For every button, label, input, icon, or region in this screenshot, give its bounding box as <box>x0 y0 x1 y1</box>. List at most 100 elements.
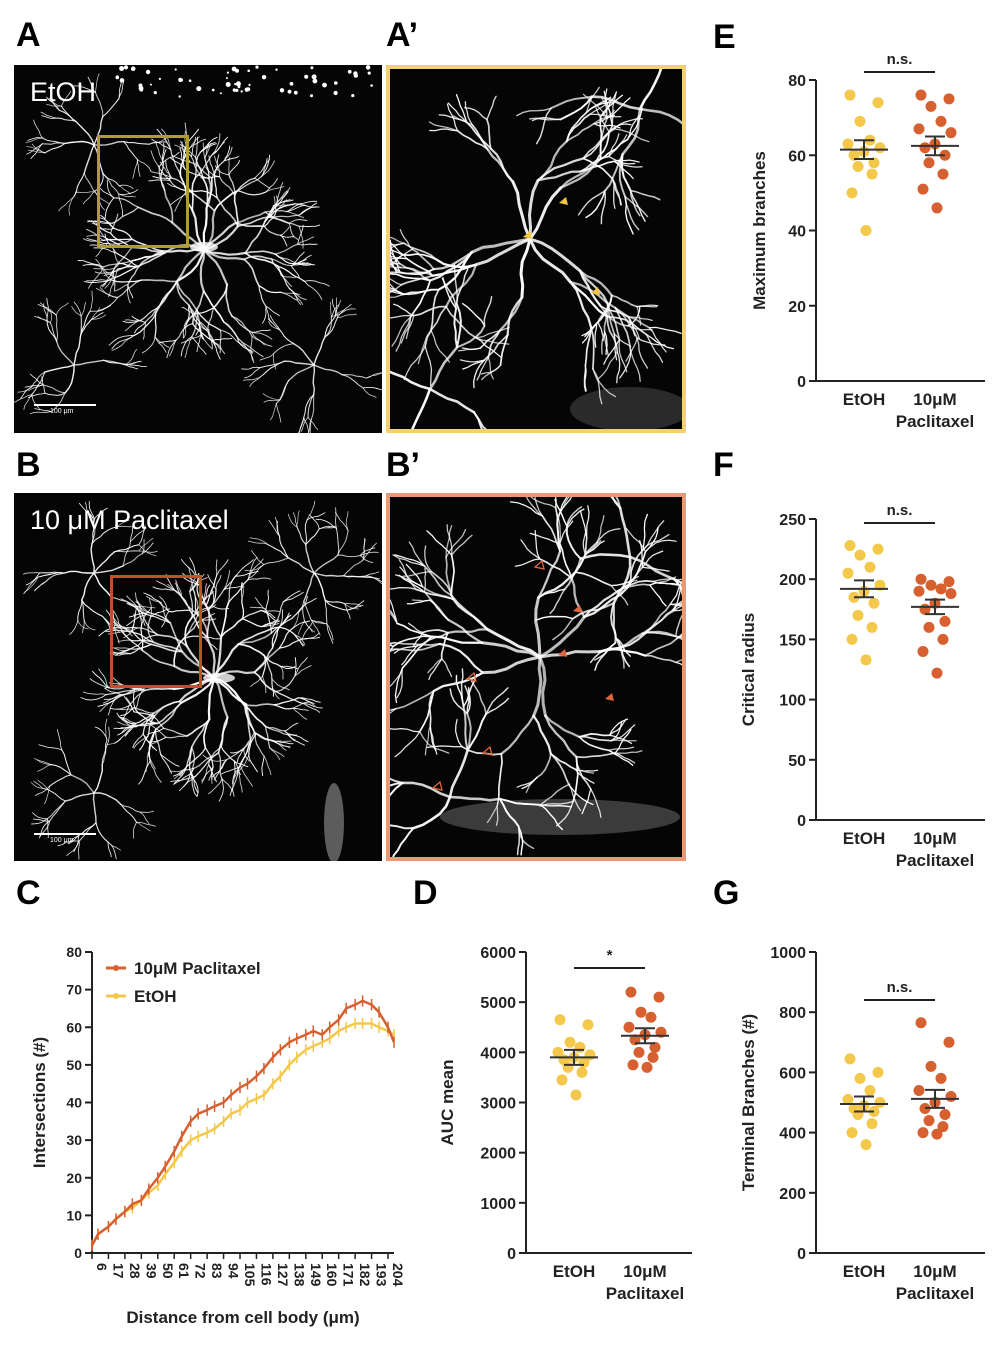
y-tick-label: 250 <box>779 512 806 529</box>
x-category-label: 10μM <box>913 390 956 409</box>
neurite <box>450 534 473 556</box>
punctum <box>255 65 259 69</box>
neurite <box>78 840 80 860</box>
open-arrowhead-marker <box>465 671 477 682</box>
panel-label-a: A <box>16 16 41 54</box>
neurite <box>116 712 132 728</box>
neurite <box>675 614 682 636</box>
neurite <box>150 736 167 745</box>
neurite <box>107 841 112 858</box>
neurite <box>307 394 315 418</box>
neurite <box>175 248 206 283</box>
neurite <box>141 304 161 321</box>
arrowhead-marker <box>559 197 568 205</box>
neurite <box>46 104 62 107</box>
punctum <box>119 78 125 83</box>
neurite <box>563 557 582 591</box>
neurite <box>578 735 613 742</box>
neurite <box>38 744 63 751</box>
neurite <box>80 302 86 317</box>
neurite <box>208 588 225 611</box>
neurite <box>447 102 468 124</box>
soma-glow <box>440 799 680 835</box>
neurite <box>228 160 241 176</box>
neurite <box>214 559 218 581</box>
neurite <box>110 705 130 710</box>
neurite <box>75 191 95 193</box>
neurite <box>390 287 403 295</box>
neurite <box>244 250 277 255</box>
neurite <box>294 665 312 677</box>
punctum <box>304 74 309 79</box>
neurite <box>158 600 170 612</box>
neurite <box>93 115 104 146</box>
neurite <box>394 667 404 704</box>
neurite <box>106 238 133 245</box>
neurite <box>473 411 487 429</box>
data-point <box>913 1084 925 1096</box>
neurite <box>574 768 599 772</box>
neurite <box>154 336 167 353</box>
neurite <box>445 556 453 597</box>
neurite <box>324 599 328 625</box>
neurite <box>99 698 117 712</box>
neurite <box>191 336 207 355</box>
x-axis-label: Distance from cell body (μm) <box>126 1308 359 1327</box>
neurite <box>200 334 213 350</box>
neurite <box>498 296 524 332</box>
neurite <box>58 195 75 212</box>
punctum <box>289 81 294 86</box>
neurite <box>297 697 321 703</box>
neurite <box>247 540 268 545</box>
neurite <box>63 570 95 574</box>
neurite <box>44 785 51 805</box>
neurite <box>341 374 367 379</box>
y-tick-label: 40 <box>788 224 806 241</box>
neurite <box>480 641 542 659</box>
neurite <box>390 586 417 591</box>
neurite <box>438 642 484 674</box>
neurite <box>100 214 115 229</box>
neurite <box>299 702 323 709</box>
neurite <box>196 577 207 607</box>
y-tick-label: 10 <box>66 1207 82 1223</box>
neurite <box>200 176 221 179</box>
neurite <box>275 675 296 693</box>
neurite <box>390 598 398 625</box>
neurite <box>157 634 188 648</box>
neurite <box>158 166 166 191</box>
neurite <box>114 265 139 279</box>
neurite <box>131 315 146 323</box>
neurite <box>673 586 682 612</box>
neurite <box>205 166 221 178</box>
neurite <box>234 211 266 224</box>
neurite <box>418 690 435 733</box>
neurite <box>122 553 143 567</box>
neurite <box>305 543 315 574</box>
neurite <box>511 180 532 241</box>
neurite <box>500 714 535 756</box>
neurite <box>449 688 468 715</box>
neurite <box>424 545 432 573</box>
neurite <box>71 306 82 317</box>
neurite <box>618 506 632 559</box>
neurite <box>577 190 606 216</box>
data-point <box>931 667 943 679</box>
neurite <box>578 269 613 297</box>
neurite <box>160 754 172 774</box>
neurite <box>55 314 59 342</box>
neurite <box>464 101 474 127</box>
neurite <box>456 324 486 349</box>
y-tick-label: 100 <box>779 693 806 710</box>
neurite <box>310 619 321 636</box>
data-point <box>939 1109 951 1121</box>
neurite <box>304 620 316 633</box>
data-point <box>653 991 665 1003</box>
neurite <box>211 766 214 785</box>
neurite <box>179 676 216 704</box>
neurite <box>248 734 256 757</box>
neurite <box>155 280 178 314</box>
neurite <box>539 804 564 831</box>
neurite <box>479 329 501 350</box>
